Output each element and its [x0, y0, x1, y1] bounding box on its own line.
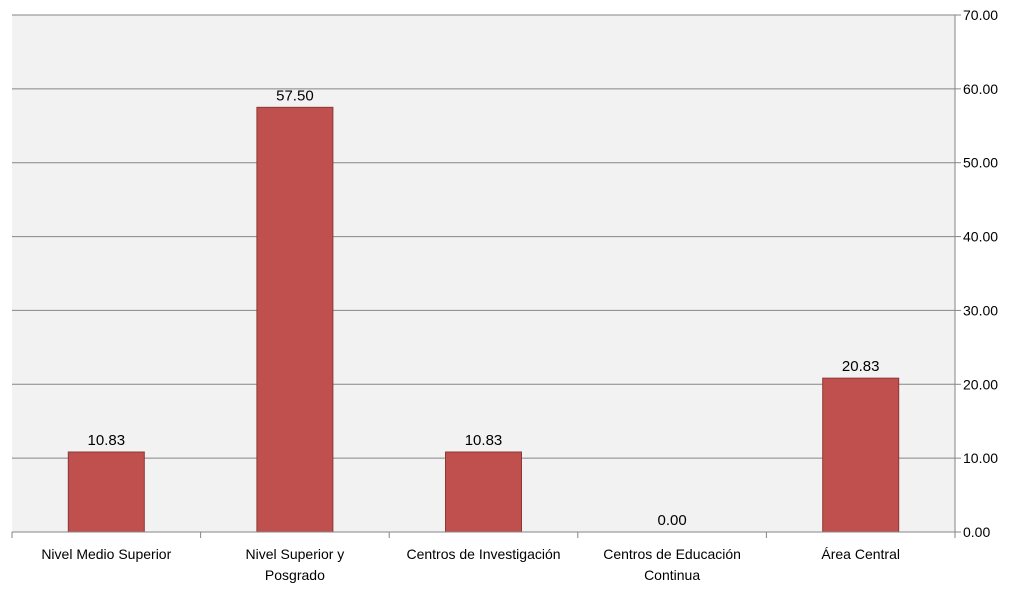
plot-area — [12, 15, 955, 532]
data-label: 10.83 — [465, 432, 503, 449]
x-category-label: Posgrado — [265, 567, 325, 583]
bar — [256, 106, 334, 533]
x-category-label: Centros de Educación — [603, 546, 741, 562]
y-tick-label: 30.00 — [963, 302, 998, 318]
bar — [445, 451, 522, 533]
data-label: 20.83 — [842, 358, 880, 375]
x-category-label: Nivel Medio Superior — [41, 546, 171, 562]
bar — [67, 451, 145, 533]
x-category-label: Área Central — [821, 546, 900, 562]
y-tick-label: 20.00 — [963, 376, 998, 392]
y-tick-label: 40.00 — [963, 229, 998, 245]
data-label: 10.83 — [88, 432, 126, 449]
y-tick-label: 0.00 — [963, 524, 990, 540]
axes — [11, 14, 961, 538]
y-tick-label: 60.00 — [963, 81, 998, 97]
y-tick-label: 70.00 — [963, 7, 998, 23]
x-category-label: Centros de Investigación — [406, 546, 560, 562]
labels: 0.00 10.00 20.00 30.00 40.00 50.00 60.00 70.00 1… — [41, 7, 998, 583]
y-tick-label: 50.00 — [963, 155, 998, 171]
y-tick-label: 10.00 — [963, 450, 998, 466]
data-label: 57.50 — [276, 87, 314, 104]
x-category-label: Continua — [644, 567, 700, 583]
gridlines — [12, 14, 955, 459]
x-category-label: Nivel Superior y — [245, 546, 344, 562]
bar — [822, 377, 900, 533]
data-label: 0.00 — [657, 512, 686, 529]
